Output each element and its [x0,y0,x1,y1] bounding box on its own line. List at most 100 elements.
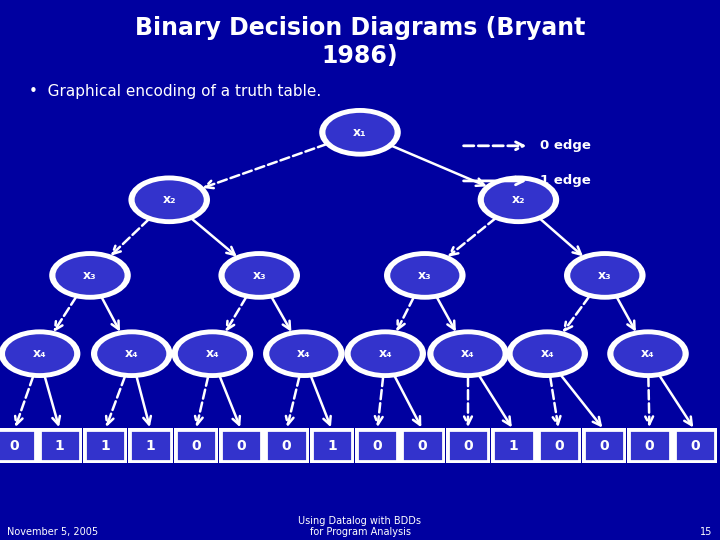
FancyBboxPatch shape [128,428,173,463]
Ellipse shape [128,176,210,224]
Ellipse shape [390,256,459,295]
Ellipse shape [263,329,345,378]
Text: 0: 0 [236,438,246,453]
FancyBboxPatch shape [176,430,216,461]
Text: 1: 1 [508,438,518,453]
FancyBboxPatch shape [266,430,307,461]
Ellipse shape [484,180,553,219]
FancyBboxPatch shape [83,428,127,463]
Ellipse shape [351,334,420,373]
Text: 1: 1 [55,438,65,453]
Text: 1: 1 [145,438,156,453]
Text: November 5, 2005: November 5, 2005 [7,527,99,537]
FancyBboxPatch shape [536,428,581,463]
Text: x₄: x₄ [33,347,46,360]
FancyBboxPatch shape [355,428,400,463]
Ellipse shape [97,334,166,373]
FancyBboxPatch shape [40,430,80,461]
Ellipse shape [55,256,125,295]
Text: Using Datalog with BDDs
for Program Analysis: Using Datalog with BDDs for Program Anal… [299,516,421,537]
Text: x₄: x₄ [379,347,392,360]
Text: 0: 0 [282,438,292,453]
Ellipse shape [49,251,131,300]
Ellipse shape [477,176,559,224]
FancyBboxPatch shape [130,430,171,461]
Ellipse shape [0,329,81,378]
Ellipse shape [570,256,639,295]
FancyBboxPatch shape [493,430,534,461]
Ellipse shape [178,334,247,373]
Ellipse shape [564,251,646,300]
Text: 0: 0 [372,438,382,453]
Text: x₂: x₂ [512,193,525,206]
FancyBboxPatch shape [448,430,488,461]
Text: x₂: x₂ [163,193,176,206]
Text: x₄: x₄ [297,347,310,360]
Text: Binary Decision Diagrams (Bryant
1986): Binary Decision Diagrams (Bryant 1986) [135,16,585,68]
Ellipse shape [225,256,294,295]
Ellipse shape [325,113,395,152]
Text: x₃: x₃ [418,269,431,282]
Ellipse shape [319,108,401,157]
FancyBboxPatch shape [264,428,309,463]
Ellipse shape [433,334,503,373]
Ellipse shape [5,334,74,373]
Text: 0: 0 [690,438,700,453]
FancyBboxPatch shape [672,428,717,463]
FancyBboxPatch shape [446,428,490,463]
Text: x₃: x₃ [253,269,266,282]
Ellipse shape [344,329,426,378]
Ellipse shape [506,329,588,378]
Text: 1 edge: 1 edge [540,174,590,187]
Text: 0: 0 [644,438,654,453]
FancyBboxPatch shape [221,430,261,461]
Text: x₃: x₃ [84,269,96,282]
FancyBboxPatch shape [357,430,397,461]
FancyBboxPatch shape [629,430,670,461]
Text: 0: 0 [191,438,201,453]
Text: •  Graphical encoding of a truth table.: • Graphical encoding of a truth table. [29,84,321,99]
Ellipse shape [613,334,683,373]
Text: x₄: x₄ [642,347,654,360]
FancyBboxPatch shape [312,430,352,461]
FancyBboxPatch shape [400,428,445,463]
Ellipse shape [513,334,582,373]
Text: 0 edge: 0 edge [540,139,591,152]
Ellipse shape [91,329,173,378]
Text: x₁: x₁ [354,126,366,139]
FancyBboxPatch shape [402,430,443,461]
FancyBboxPatch shape [584,430,624,461]
Text: 0: 0 [9,438,19,453]
Text: x₄: x₄ [206,347,219,360]
Ellipse shape [218,251,300,300]
FancyBboxPatch shape [310,428,354,463]
FancyBboxPatch shape [627,428,672,463]
Text: 15: 15 [701,527,713,537]
Text: x₃: x₃ [598,269,611,282]
Text: x₄: x₄ [541,347,554,360]
Text: 0: 0 [554,438,564,453]
FancyBboxPatch shape [174,428,218,463]
Text: 0: 0 [418,438,428,453]
Text: x₄: x₄ [125,347,138,360]
Ellipse shape [384,251,466,300]
Text: 0: 0 [463,438,473,453]
Ellipse shape [607,329,689,378]
FancyBboxPatch shape [491,428,536,463]
Text: 1: 1 [100,438,110,453]
Text: 0: 0 [599,438,609,453]
FancyBboxPatch shape [539,430,579,461]
FancyBboxPatch shape [37,428,82,463]
FancyBboxPatch shape [0,430,35,461]
FancyBboxPatch shape [0,428,37,463]
FancyBboxPatch shape [219,428,264,463]
Text: x₄: x₄ [462,347,474,360]
Ellipse shape [269,334,338,373]
Ellipse shape [427,329,509,378]
FancyBboxPatch shape [582,428,626,463]
FancyBboxPatch shape [675,430,715,461]
Text: 1: 1 [327,438,337,453]
Ellipse shape [135,180,204,219]
Ellipse shape [171,329,253,378]
FancyBboxPatch shape [85,430,125,461]
